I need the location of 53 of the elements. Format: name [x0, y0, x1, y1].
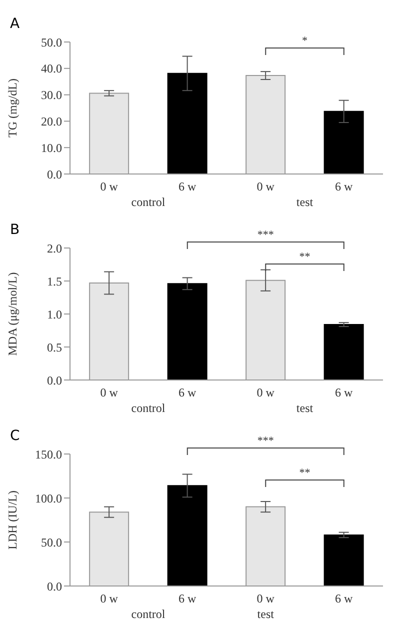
text: control — [130, 195, 166, 210]
significance-bracket: * — [265, 35, 344, 56]
y-tick-label: 150.0 — [35, 447, 62, 462]
y-tick-label: 0.5 — [47, 340, 62, 354]
y-tick-label: 0.0 — [47, 373, 62, 388]
x-tick-label: 0 w — [100, 592, 118, 606]
x-tick-label: 6 w — [178, 386, 197, 400]
chart-title: C — [10, 428, 20, 444]
x-tick-label: 6 w — [335, 386, 354, 400]
significance-bracket: ** — [265, 467, 344, 488]
y-axis-title: LDH (IU/L) — [5, 490, 20, 550]
annotation: ** — [299, 467, 310, 479]
y-tick-label: 2.0 — [47, 241, 62, 256]
x-tick-label: 6 w — [178, 592, 197, 606]
annotation: ** — [299, 251, 310, 263]
y-tick-label: 50.0 — [41, 35, 62, 50]
bar — [167, 283, 208, 380]
bar — [167, 72, 208, 174]
y-tick-label: 1.5 — [47, 274, 62, 288]
x-tick-label: 6 w — [178, 180, 197, 194]
y-tick-label: 20.0 — [41, 114, 62, 128]
x-tick-label: 6 w — [335, 180, 354, 194]
annotation: * — [302, 35, 308, 47]
y-axis-title: MDA (μg/mol/L) — [5, 272, 20, 356]
significance-bracket: *** — [186, 229, 344, 250]
text: test — [256, 607, 275, 622]
significance-bracket: ** — [265, 251, 344, 272]
bar — [324, 110, 364, 174]
x-tick-label: 0 w — [256, 592, 275, 606]
text: control — [130, 401, 166, 416]
y-tick-label: 30.0 — [41, 88, 62, 102]
text: control — [130, 607, 166, 622]
y-tick-label: 40.0 — [41, 62, 62, 76]
chart-title: A — [10, 16, 20, 32]
text: test — [295, 195, 314, 210]
chart-title: B — [10, 222, 20, 238]
y-axis-title: TG (mg/dL) — [5, 78, 20, 138]
bar — [324, 324, 364, 380]
y-tick-label: 1.0 — [47, 307, 62, 322]
y-tick-label: 0.0 — [47, 167, 62, 182]
x-tick-label: 0 w — [100, 180, 118, 194]
y-tick-label: 10.0 — [41, 140, 62, 155]
x-tick-label: 0 w — [256, 180, 275, 194]
y-tick-label: 0.0 — [47, 579, 62, 594]
y-tick-label: 100.0 — [35, 491, 62, 506]
bar — [167, 485, 208, 586]
x-tick-label: 6 w — [335, 592, 354, 606]
significance-bracket: *** — [186, 435, 344, 456]
y-tick-label: 50.0 — [41, 535, 62, 550]
x-tick-label: 0 w — [100, 386, 118, 400]
x-tick-label: 0 w — [256, 386, 275, 400]
text: test — [295, 401, 314, 416]
bar — [324, 534, 364, 586]
